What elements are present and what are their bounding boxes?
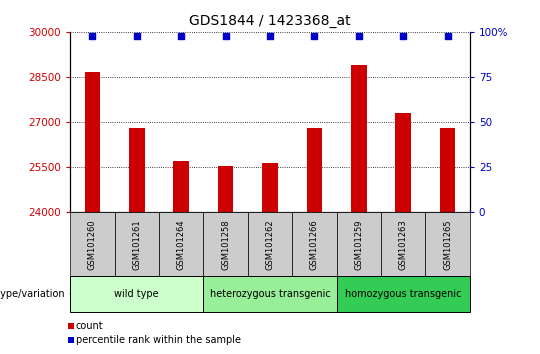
Text: GSM101259: GSM101259 bbox=[354, 219, 363, 269]
Text: heterozygous transgenic: heterozygous transgenic bbox=[210, 289, 330, 299]
Point bbox=[132, 34, 141, 39]
Text: count: count bbox=[76, 321, 103, 331]
Text: wild type: wild type bbox=[114, 289, 159, 299]
Text: percentile rank within the sample: percentile rank within the sample bbox=[76, 335, 241, 345]
Text: GSM101266: GSM101266 bbox=[310, 219, 319, 270]
Text: genotype/variation: genotype/variation bbox=[0, 289, 65, 299]
Point bbox=[88, 34, 97, 39]
Point bbox=[354, 34, 363, 39]
Text: homozygous transgenic: homozygous transgenic bbox=[345, 289, 462, 299]
Text: GSM101262: GSM101262 bbox=[266, 219, 274, 270]
Bar bbox=[395, 113, 411, 212]
Point bbox=[399, 34, 408, 39]
Bar bbox=[173, 161, 189, 212]
Bar bbox=[218, 166, 233, 212]
Text: GSM101260: GSM101260 bbox=[88, 219, 97, 270]
Text: GSM101258: GSM101258 bbox=[221, 219, 230, 270]
Point bbox=[310, 34, 319, 39]
Point bbox=[266, 34, 274, 39]
Text: GSM101261: GSM101261 bbox=[132, 219, 141, 270]
Bar bbox=[440, 128, 455, 212]
Text: GSM101263: GSM101263 bbox=[399, 219, 408, 270]
Text: GSM101265: GSM101265 bbox=[443, 219, 452, 270]
Bar bbox=[129, 128, 145, 212]
Bar bbox=[351, 65, 367, 212]
Title: GDS1844 / 1423368_at: GDS1844 / 1423368_at bbox=[189, 14, 351, 28]
Bar bbox=[307, 128, 322, 212]
Point bbox=[221, 34, 230, 39]
Bar bbox=[85, 73, 100, 212]
Point bbox=[443, 34, 452, 39]
Point bbox=[177, 34, 186, 39]
Bar bbox=[262, 163, 278, 212]
Text: GSM101264: GSM101264 bbox=[177, 219, 186, 270]
